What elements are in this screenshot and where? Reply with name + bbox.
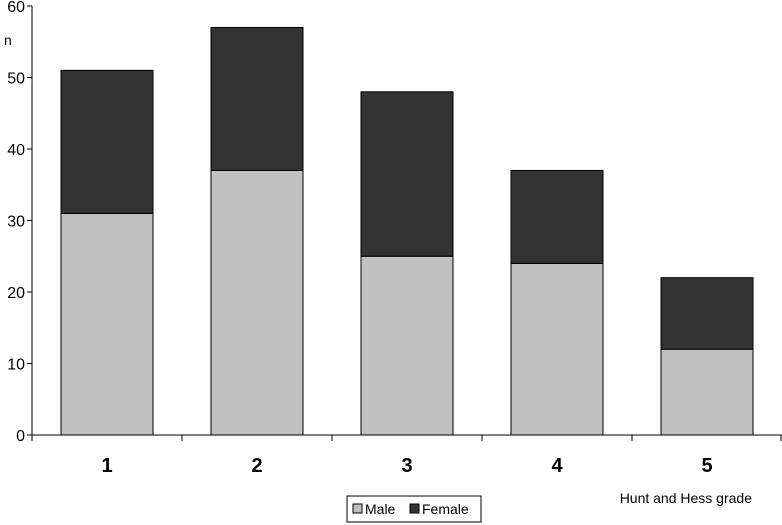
y-axis-label: n <box>4 32 12 48</box>
y-tick-label: 20 <box>7 285 25 302</box>
y-tick-label: 40 <box>7 142 25 159</box>
x-axis: 1 2 3 4 5 <box>31 434 782 477</box>
y-tick-label: 30 <box>7 214 25 231</box>
bar-female-5 <box>660 277 754 350</box>
y-axis: 0 10 20 30 40 50 60 <box>7 0 33 445</box>
y-tick-label: 50 <box>7 71 25 88</box>
legend-label-male: Male <box>365 501 396 517</box>
y-tick-label: 0 <box>16 428 25 445</box>
bar-female-1 <box>60 69 154 214</box>
x-tick-label: 2 <box>251 455 262 477</box>
legend-swatch-male <box>352 503 363 514</box>
bars <box>60 26 754 436</box>
bar-male-3 <box>360 255 454 436</box>
x-tick-label: 4 <box>551 455 563 477</box>
bar-female-4 <box>510 169 604 264</box>
bar-female-3 <box>360 91 454 257</box>
legend-swatch-female <box>409 503 420 514</box>
bar-male-2 <box>210 169 304 436</box>
bar-male-5 <box>660 348 754 436</box>
bar-male-1 <box>60 212 154 436</box>
legend-label-female: Female <box>422 501 469 517</box>
bar-female-2 <box>210 26 304 171</box>
bar-male-4 <box>510 262 604 436</box>
x-tick-label: 1 <box>101 455 112 477</box>
x-tick-label: 5 <box>701 455 712 477</box>
x-axis-label: Hunt and Hess grade <box>620 490 753 506</box>
y-tick-label: 60 <box>7 0 25 16</box>
y-tick-label: 10 <box>7 357 25 374</box>
legend: Male Female <box>346 495 482 523</box>
x-tick-label: 3 <box>401 455 412 477</box>
